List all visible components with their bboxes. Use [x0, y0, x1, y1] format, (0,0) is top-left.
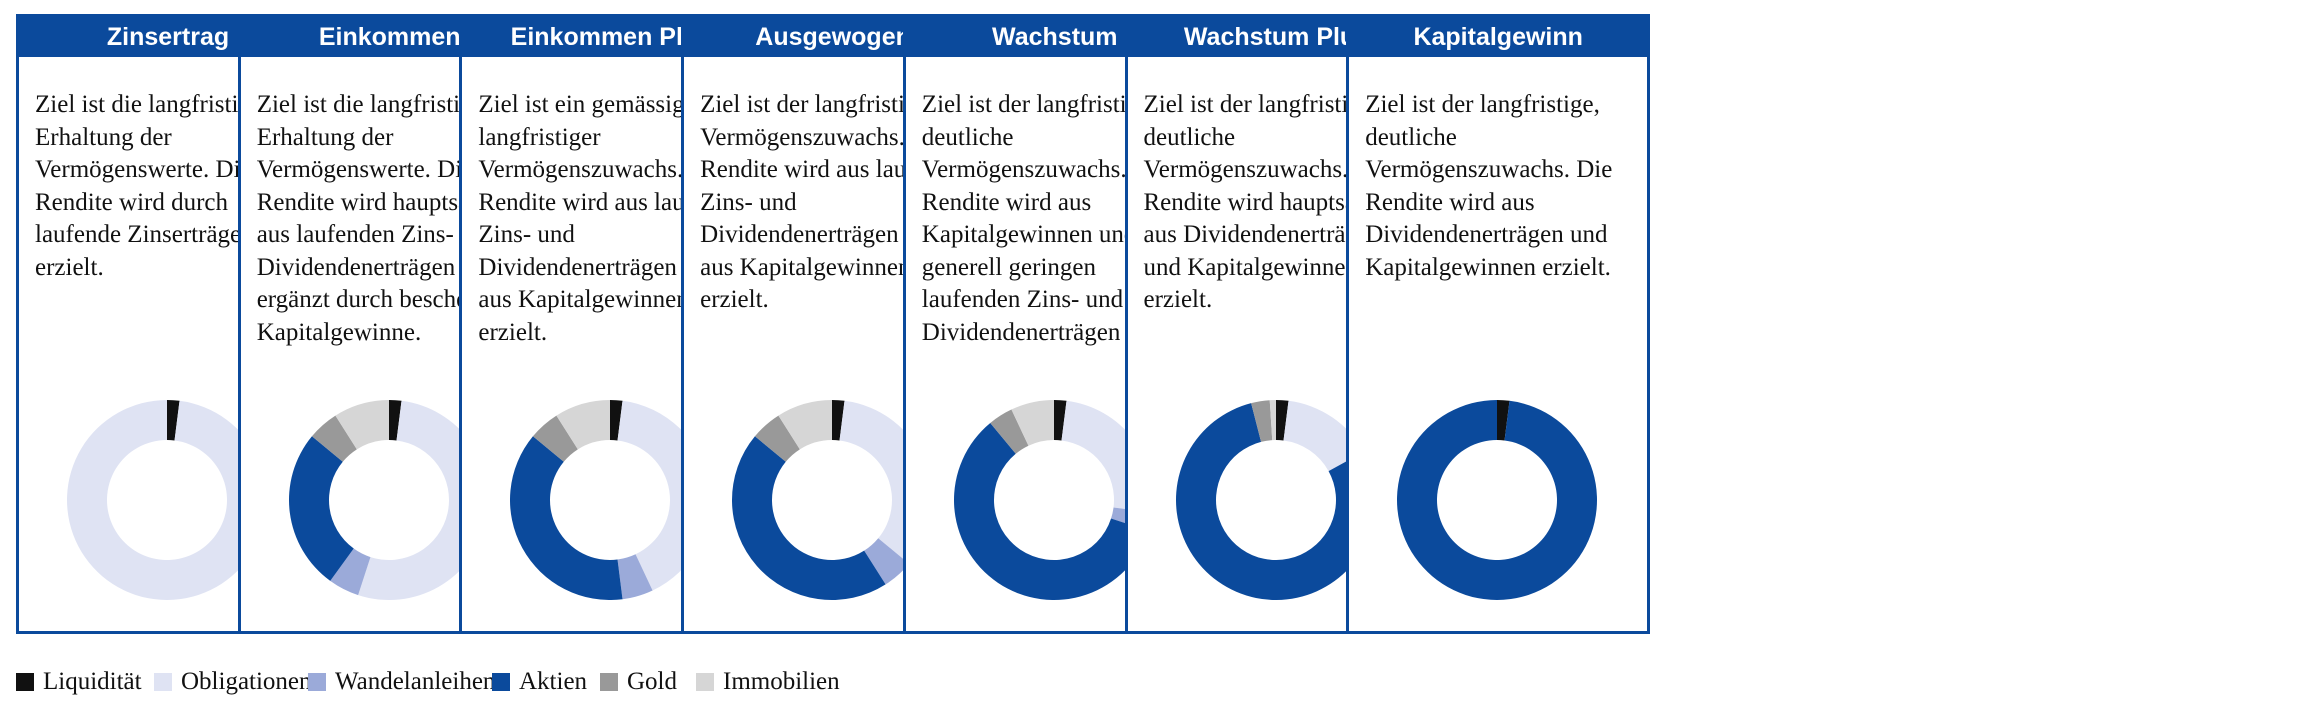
donut-slice-liquiditaet [167, 400, 180, 441]
donut-slice-aktien [953, 422, 1149, 600]
card-description: Ziel ist der langfristige, deutliche Ver… [1365, 91, 1613, 281]
donut-slice-liquiditaet [1497, 400, 1510, 441]
donut-slice-gold [311, 415, 357, 462]
donut-slice-wandelanleihen [617, 554, 653, 600]
legend-label: Immobilien [723, 668, 840, 695]
donut-slice-liquiditaet [1275, 400, 1289, 441]
donut-slice-immobilien [556, 400, 611, 450]
donut-slice-gold [533, 415, 579, 462]
allocation-donut-chart [67, 400, 267, 600]
donut-slice-liquiditaet [832, 400, 845, 441]
legend-label: Obligationen [181, 668, 312, 695]
card-description: Ziel ist die langfristige Erhaltung der … [35, 91, 263, 281]
allocation-donut-chart [1175, 400, 1376, 600]
legend-label: Wandelanleihen [335, 668, 496, 695]
donut-slice-aktien [1175, 403, 1376, 600]
legend-swatch [308, 673, 326, 691]
donut-slice-liquiditaet [1053, 400, 1067, 441]
donut-slice-gold [755, 415, 800, 462]
donut-slice-aktien [732, 436, 886, 600]
legend-swatch [492, 673, 510, 691]
donut-slice-gold [990, 409, 1029, 454]
donut-slice-wandelanleihen [329, 548, 371, 596]
card-description: Ziel ist die langfristige Erhaltung der … [256, 91, 531, 346]
legend-swatch [16, 673, 34, 691]
donut-slice-immobilien [335, 400, 389, 450]
legend-swatch [600, 673, 618, 691]
donut-slice-aktien [510, 436, 623, 600]
donut-slice-immobilien [1011, 400, 1054, 446]
donut-slice-liquiditaet [610, 400, 623, 441]
donut-slice-wandelanleihen [864, 538, 910, 585]
legend-label: Gold [627, 668, 677, 695]
card-title: Kapitalgewinn [1349, 17, 1648, 57]
donut-slice-immobilien [778, 400, 833, 450]
legend-swatch [154, 673, 172, 691]
donut-slice-aktien [1397, 400, 1598, 600]
donut-slice-immobilien [1269, 400, 1276, 441]
strategy-card-kapitalgewinn: Kapitalgewinn Ziel ist der langfristige, … [1346, 14, 1651, 634]
allocation-donut-chart [1397, 400, 1598, 600]
donut-slice-liquiditaet [388, 400, 402, 441]
strategy-cards: Zinsertrag Ziel ist die langfristige Erha… [16, 14, 2292, 638]
legend-swatch [696, 673, 714, 691]
legend-label: Aktien [519, 668, 588, 695]
donut-slice-obligationen [1283, 400, 1364, 472]
donut-slice-aktien [288, 436, 354, 581]
donut-slice-obligationen [67, 400, 267, 600]
allocation-donut-chart [288, 400, 489, 600]
donut-slice-obligationen [357, 400, 489, 600]
legend-label: Liquidität [43, 668, 142, 695]
donut-slice-gold [1250, 400, 1272, 442]
